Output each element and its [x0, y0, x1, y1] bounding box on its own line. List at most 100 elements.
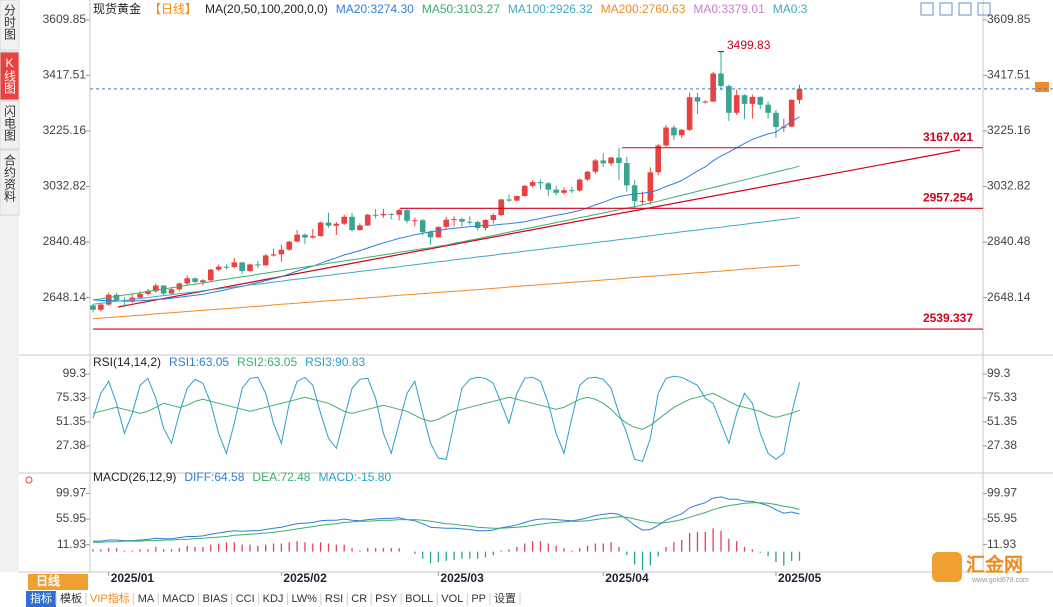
candle-body	[333, 223, 340, 226]
x-tick-label: 2025/04	[605, 571, 649, 585]
indicator-line	[92, 375, 800, 462]
y-tick-label-right: 27.38	[987, 438, 1017, 452]
candle-body	[576, 179, 583, 191]
bottom-tab[interactable]: BIAS	[203, 593, 228, 605]
candle-body	[741, 95, 748, 104]
candle-body	[262, 255, 269, 266]
panel-title: 现货黄金	[93, 1, 141, 16]
candle-body	[113, 294, 120, 300]
logo-url: www.gold678.com	[971, 577, 1029, 584]
candle-body	[90, 305, 96, 310]
bottom-tab[interactable]: MACD	[162, 593, 194, 605]
side-tab[interactable]	[0, 149, 20, 216]
candle-body	[678, 129, 685, 136]
bottom-tab[interactable]: PP	[471, 593, 486, 605]
y-tick-label: 51.35	[56, 414, 86, 428]
period-button[interactable]	[28, 574, 88, 590]
bottom-tab[interactable]: VIP指标	[90, 591, 130, 605]
candle-body	[231, 262, 238, 268]
bottom-tab[interactable]: MA	[138, 593, 155, 605]
candle-body	[624, 163, 630, 186]
ma-spec: MA(20,50,100,200,0,0)	[205, 2, 328, 16]
candle-body	[255, 264, 261, 266]
toolbar-icons	[920, 2, 991, 16]
y-tick-label: 3032.82	[43, 179, 87, 193]
tool-icon[interactable]	[920, 2, 934, 16]
bottom-tab[interactable]: PSY	[375, 593, 398, 605]
period-button-label[interactable]: 日线	[36, 573, 60, 588]
panel-title: MACD(26,12,9)	[93, 470, 176, 484]
candle-body	[294, 234, 300, 242]
candle-body	[372, 214, 379, 216]
side-tab-label[interactable]: 合约资料	[3, 153, 17, 202]
candle-body	[702, 101, 709, 103]
bottom-tab[interactable]: CR	[351, 593, 367, 605]
candle-body	[435, 226, 442, 238]
candle-body	[325, 222, 332, 226]
y-tick-label-right: 2648.14	[987, 290, 1031, 304]
y-tick-label: 2840.48	[43, 234, 87, 248]
candle-body	[671, 127, 677, 136]
price-level-label: 2957.254	[923, 190, 973, 204]
indicator-line	[92, 165, 800, 301]
x-tick-label: 2025/01	[111, 571, 155, 585]
tool-icon[interactable]	[977, 2, 991, 16]
candle-body	[137, 293, 143, 298]
legend-item: RSI2:63.05	[237, 355, 297, 369]
bottom-tab[interactable]: RSI	[325, 593, 343, 605]
candle-body	[647, 172, 654, 201]
indicator-line	[92, 116, 800, 302]
candle-body	[757, 96, 764, 105]
side-tab[interactable]	[0, 51, 20, 101]
settings-icon[interactable]	[25, 476, 33, 484]
candle-body	[561, 190, 567, 193]
candle-body	[608, 157, 614, 164]
y-tick-label-right: 51.35	[987, 414, 1017, 428]
x-tick-label: 2025/03	[440, 571, 484, 585]
y-tick-label: 55.95	[56, 511, 86, 525]
tool-icon[interactable]	[958, 2, 972, 16]
candle-body	[192, 278, 198, 283]
logo-icon	[932, 552, 962, 582]
bottom-tab[interactable]: VOL	[441, 593, 463, 605]
y-tick-label-right: 3609.85	[987, 12, 1031, 26]
legend-item: RSI3:90.83	[305, 355, 365, 369]
bottom-tab[interactable]: 设置	[494, 592, 516, 605]
candle-body	[419, 220, 426, 233]
candle-body	[474, 221, 481, 229]
bottom-tab[interactable]: LW%	[291, 593, 317, 605]
legend-item: MA50:3103.27	[422, 2, 500, 16]
price-level-label: 3167.021	[923, 130, 973, 144]
candle-body	[482, 219, 489, 229]
side-tab-label[interactable]: 分时图	[3, 4, 17, 40]
side-tab-label[interactable]: 闪电图	[3, 105, 17, 141]
candle-body	[514, 195, 520, 201]
y-tick-label: 3225.16	[43, 123, 87, 137]
bottom-tab[interactable]: CCI	[236, 593, 255, 605]
candle-body	[451, 219, 457, 221]
y-tick-label-right: 2840.48	[987, 234, 1031, 248]
candle-body	[184, 278, 190, 284]
bottom-tab[interactable]: 模板	[60, 591, 82, 605]
candle-body	[153, 285, 159, 292]
candle-body	[302, 234, 308, 238]
bottom-tab[interactable]: KDJ	[263, 593, 284, 605]
candle-body	[349, 216, 355, 231]
candle-body	[427, 232, 434, 238]
side-tab[interactable]	[0, 0, 20, 51]
side-tab[interactable]	[0, 100, 20, 150]
candle-body	[168, 289, 175, 294]
candle-body	[105, 294, 112, 305]
legend-item: DIFF:64.58	[184, 470, 244, 484]
y-tick-label-right: 3417.51	[987, 68, 1031, 82]
bottom-tab[interactable]: BOLL	[405, 593, 433, 605]
y-tick-label: 99.97	[56, 486, 86, 500]
y-tick-label: 11.93	[57, 537, 86, 551]
bottom-tab[interactable]: 指标	[30, 591, 52, 605]
y-tick-label-right: 3225.16	[987, 123, 1031, 137]
side-tab-label[interactable]: K线图	[3, 56, 17, 94]
candle-body	[98, 304, 104, 310]
tool-icon[interactable]	[939, 2, 953, 16]
y-tick-label-right: 11.93	[987, 537, 1016, 551]
